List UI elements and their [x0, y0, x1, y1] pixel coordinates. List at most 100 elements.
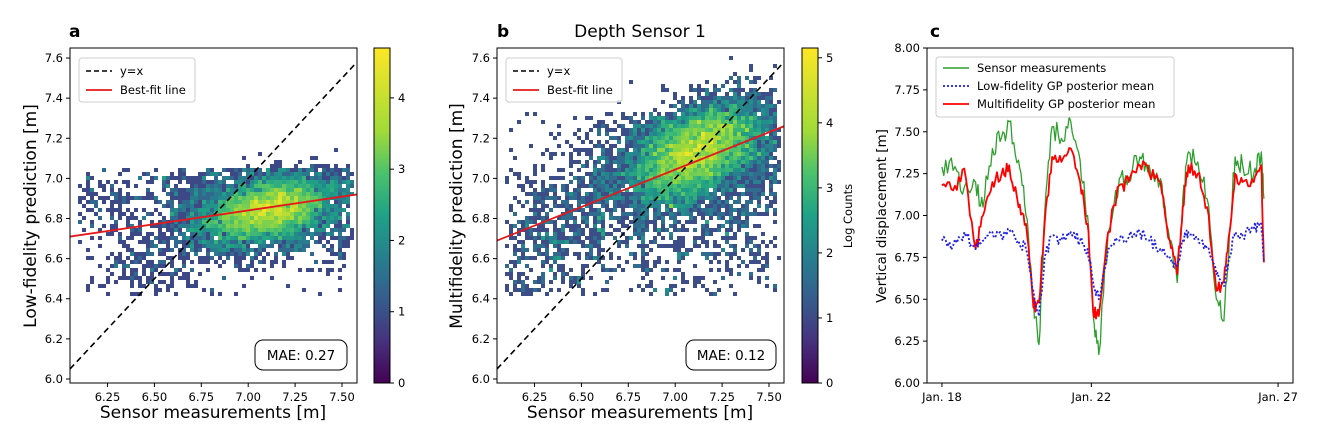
density-cell [314, 188, 318, 192]
density-cell [717, 208, 721, 212]
density-cell [737, 164, 741, 168]
density-cell [318, 192, 322, 196]
density-cell [286, 176, 290, 180]
density-cell [126, 264, 130, 268]
density-cell [322, 224, 326, 228]
density-cell [713, 116, 717, 120]
density-cell [705, 256, 709, 260]
density-cell [609, 176, 613, 180]
density-cell [218, 216, 222, 220]
density-cell [677, 188, 681, 192]
density-cell [621, 168, 625, 172]
density-cell [605, 204, 609, 208]
density-cell [753, 164, 757, 168]
density-cell [557, 232, 561, 236]
density-cell [697, 88, 701, 92]
density-cell [162, 204, 166, 208]
density-cell [162, 216, 166, 220]
density-cell [653, 288, 657, 292]
density-cell [298, 220, 302, 224]
density-cell [653, 180, 657, 184]
density-cell [278, 192, 282, 196]
density-cell [733, 248, 737, 252]
density-cell [126, 248, 130, 252]
density-cell [725, 160, 729, 164]
density-cell [697, 160, 701, 164]
density-cell [182, 244, 186, 248]
density-cell [573, 276, 577, 280]
density-cell [286, 228, 290, 232]
density-cell [306, 268, 310, 272]
density-cell [182, 232, 186, 236]
density-cell [669, 104, 673, 108]
density-cell [230, 220, 234, 224]
density-cell [609, 152, 613, 156]
density-cell [609, 148, 613, 152]
density-cell [330, 212, 334, 216]
density-cell [190, 200, 194, 204]
density-cell [757, 120, 761, 124]
density-cell [513, 196, 517, 200]
density-cell [769, 100, 773, 104]
density-cell [118, 260, 122, 264]
density-cell [162, 176, 166, 180]
density-cell [729, 144, 733, 148]
density-cell [166, 272, 170, 276]
x-tick-label: Jan. 27 [1257, 390, 1298, 404]
density-cell [342, 236, 346, 240]
density-cell [577, 284, 581, 288]
density-cell [693, 148, 697, 152]
density-cell [641, 184, 645, 188]
density-cell [609, 156, 613, 160]
density-cell [314, 216, 318, 220]
density-cell [753, 124, 757, 128]
density-cell [330, 268, 334, 272]
density-cell [186, 244, 190, 248]
density-cell [697, 96, 701, 100]
density-cell [681, 128, 685, 132]
density-cell [154, 196, 158, 200]
legend-label-diag: y=x [547, 64, 570, 78]
density-cell [290, 168, 294, 172]
density-cell [557, 268, 561, 272]
density-cell [286, 284, 290, 288]
density-cell [633, 204, 637, 208]
density-cell [114, 280, 118, 284]
density-cell [645, 192, 649, 196]
density-cell [342, 200, 346, 204]
density-cell [757, 204, 761, 208]
density-cell [262, 224, 266, 228]
density-cell [174, 216, 178, 220]
density-cell [617, 168, 621, 172]
density-cell [613, 176, 617, 180]
density-cell [589, 192, 593, 196]
density-cell [158, 288, 162, 292]
density-cell [653, 120, 657, 124]
density-cell [174, 184, 178, 188]
density-cell [713, 172, 717, 176]
density-cell [318, 188, 322, 192]
density-cell [258, 240, 262, 244]
density-cell [613, 216, 617, 220]
density-cell [114, 224, 118, 228]
panel-a-ylabel: Low-fidelity prediction [m] [21, 104, 41, 328]
density-cell [222, 248, 226, 252]
density-cell [234, 184, 238, 188]
density-cell [150, 272, 154, 276]
density-cell [561, 248, 565, 252]
density-cell [150, 268, 154, 272]
density-cell [226, 176, 230, 180]
density-cell [270, 212, 274, 216]
panel-letter-a: a [69, 22, 80, 42]
density-cell [681, 252, 685, 256]
density-cell [681, 288, 685, 292]
density-cell [621, 240, 625, 244]
density-cell [573, 220, 577, 224]
density-cell [589, 244, 593, 248]
density-cell [178, 168, 182, 172]
density-cell [150, 180, 154, 184]
density-cell [753, 184, 757, 188]
density-cell [597, 216, 601, 220]
density-cell [725, 92, 729, 96]
density-cell [298, 160, 302, 164]
